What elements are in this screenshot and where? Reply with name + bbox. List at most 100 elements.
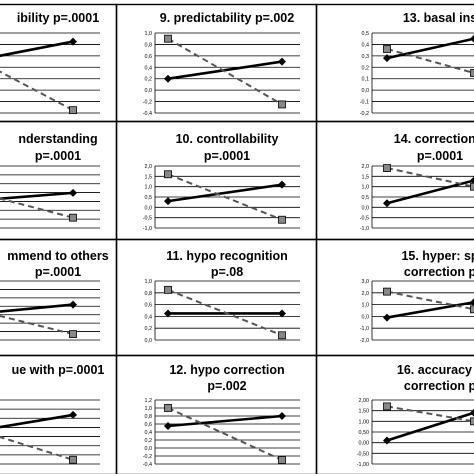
data-point-square [278,331,286,340]
data-point-square [470,305,474,314]
y-tick-label: -0,2 [143,454,152,460]
chart-panel-4: nderstanding p=.0001 [0,132,100,229]
chart-panel-12: 16. accuracy o correction p 2,00 1,50 1,00 0,… [357,363,474,468]
panel-title: 11. hypo recognition [166,249,288,263]
series-line-solid [0,40,74,58]
data-point-diamond [278,180,286,189]
panel-title: ue with p=.0001 [12,363,105,377]
y-tick-label: 0,4 [145,430,153,436]
series-line-dashed [386,48,474,74]
data-point-square [164,170,172,179]
series-line-dashed [167,37,283,106]
y-tick-label: -0,4 [143,111,152,117]
panel-title: correction p [404,379,474,393]
panel-title: 14. correctional [394,132,474,146]
chart-panel-8: 11. hypo recognition p=.08 1,0 0,8 0,6 0,4 0,2… [145,249,300,344]
data-point-diamond [383,199,391,208]
y-tick-label: 0,8 [145,414,153,420]
y-tick-label: -0,5 [360,216,369,222]
chart-panel-6: 14. correctional p=.0001 2,0 1,5 1,0 0,5 0,0 -0… [360,132,474,232]
y-tick-label: 1,0 [145,406,153,412]
y-tick-label: 0,00 [359,441,370,447]
y-tick-label: 0,4 [145,314,153,320]
panel-title: p=.0001 [35,265,81,279]
series-line-solid [386,411,474,442]
panel-title: 15. hyper: sp [401,249,474,263]
data-point-diamond [69,188,77,197]
series-line-dashed [386,167,474,188]
y-tick-label: 0,6 [145,54,153,60]
chart-panel-9: 15. hyper: sp correction p 3,0 2,0 1,0 0,0 -1,… [360,249,474,344]
y-tick-label: 0,8 [145,42,153,48]
panel-title: mmend to others [7,249,108,263]
chart-panel-7: mmend to others p=.0001 [0,249,109,341]
data-point-diamond [69,37,77,46]
y-tick-label: 2,0 [362,291,370,297]
y-tick-label: -1,0 [360,326,369,332]
y-tick-label: 1,0 [362,185,370,191]
y-tick-label: 2,0 [362,164,370,170]
panel-title: p=.08 [211,265,243,279]
data-point-diamond [278,57,286,66]
data-point-square [69,455,77,464]
y-tick-label: 0,0 [362,88,370,94]
y-tick-label: 1,0 [145,185,153,191]
series-line-solid [0,413,74,429]
y-tick-label: -0,2 [143,100,152,106]
y-tick-label: 0,0 [145,88,153,94]
y-tick-label: 0,0 [362,205,370,211]
panel-title: nderstanding [18,132,97,146]
y-tick-label: -0,50 [357,451,369,457]
series-line-dashed [386,290,474,311]
series-line-solid [0,303,74,313]
series-line-solid [386,300,474,319]
data-point-square [470,417,474,426]
data-point-square [383,402,391,411]
y-tick-label: 1,2 [145,398,153,404]
series-line-dashed [167,407,283,461]
series-line-dashed [0,197,74,219]
data-point-diamond [69,300,77,309]
series-line-solid [167,414,283,428]
y-tick-label: 2,0 [145,164,153,170]
panel-title: 12. hypo correction [169,363,284,377]
data-point-square [383,45,391,53]
y-tick-label: 0,5 [145,195,153,201]
data-point-diamond [470,34,474,43]
chart-panel-3: 13. basal ins 0,5 0,4 0,3 0,2 0,1 0,0 -0,1 -0,2 [360,11,474,117]
y-tick-label: 0,4 [362,42,370,48]
y-tick-label: -0,1 [360,100,369,106]
data-point-diamond [278,412,286,420]
y-tick-label: 0,8 [145,291,153,297]
panel-border-3-2 [315,354,474,474]
data-point-diamond [383,54,391,63]
y-tick-label: 1,0 [145,31,153,37]
data-point-diamond [278,309,286,318]
data-point-diamond [164,422,172,430]
y-tick-label: 0,4 [145,65,153,71]
y-tick-label: 1,00 [359,419,370,425]
y-tick-label: 0,0 [145,205,153,211]
y-tick-label: 0,2 [145,77,153,83]
series-line-solid [386,37,474,60]
data-point-square [69,106,77,115]
series-line-solid [0,191,74,201]
data-point-square [278,215,286,224]
panel-title: 13. basal ins [403,11,474,25]
y-tick-label: -2,0 [360,338,369,344]
data-point-diamond [470,408,474,417]
y-tick-label: 0,6 [145,422,153,428]
y-tick-label: 0,5 [362,31,370,37]
y-tick-label: 1,50 [359,409,370,415]
chart-panel-2: 9. predictability p=.002 1,0 0,8 0,6 0,4 0,2 0… [143,11,300,117]
series-line-dashed [0,436,74,461]
y-tick-label: 1,5 [145,174,153,180]
y-tick-label: 0,2 [145,326,153,332]
y-tick-label: 0,6 [145,303,153,309]
data-point-diamond [69,410,77,419]
data-point-diamond [383,313,391,322]
y-tick-label: 0,2 [362,65,370,71]
y-tick-label: 0,0 [362,314,370,320]
data-point-square [383,287,391,296]
